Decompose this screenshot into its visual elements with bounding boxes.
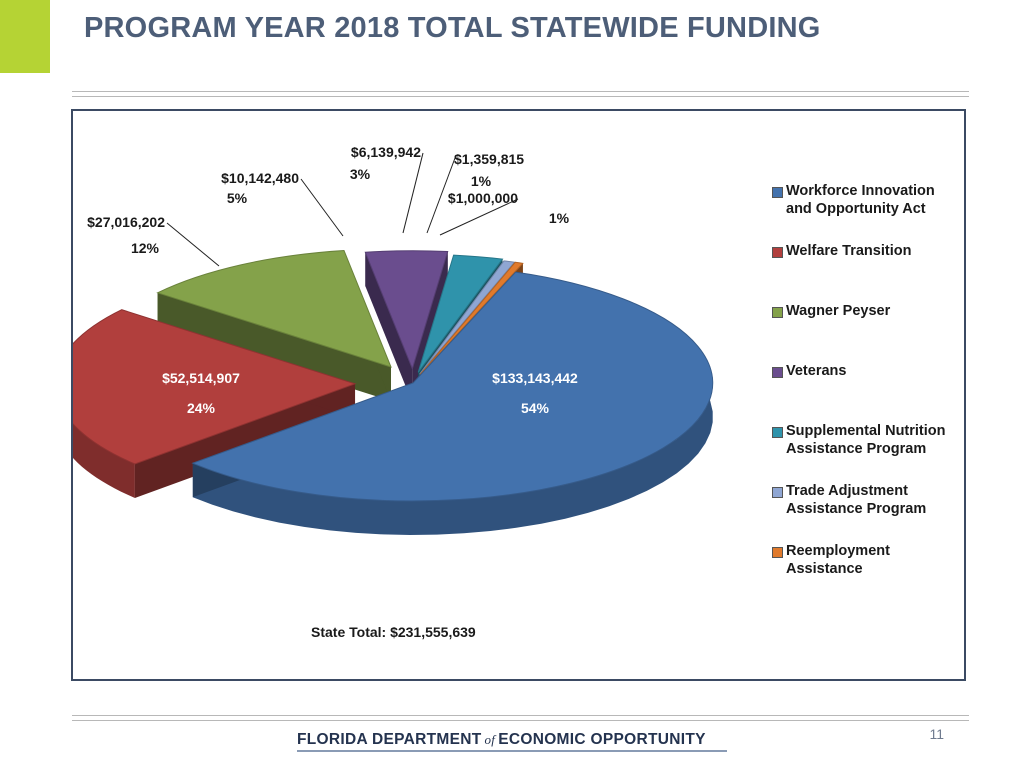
logo-left-text: FLORIDA DEPARTMENT	[297, 731, 482, 748]
slice-percent-label: 1%	[471, 173, 492, 189]
state-total-label: State Total: $231,555,639	[311, 624, 476, 640]
pie-slice-wagner-peyser	[156, 249, 392, 402]
slice-percent-label: 12%	[131, 240, 160, 256]
leader-line	[426, 157, 456, 234]
legend-swatch	[772, 367, 783, 378]
logo-right-text: ECONOMIC OPPORTUNITY	[498, 731, 706, 748]
leader-line	[402, 152, 424, 234]
legend-swatch	[772, 487, 783, 498]
footer-divider	[72, 715, 969, 721]
agency-logo: FLORIDA DEPARTMENT of ECONOMIC OPPORTUNITY	[297, 731, 706, 749]
slice-side	[192, 272, 713, 535]
slice-value-label: $1,359,815	[454, 151, 524, 167]
slice-value-label: $27,016,202	[87, 214, 165, 230]
legend-label: Wagner Peyser	[786, 303, 891, 319]
slice-top	[73, 309, 357, 465]
slice-percent-label: 1%	[549, 210, 570, 226]
slide-title: PROGRAM YEAR 2018 TOTAL STATEWIDE FUNDIN…	[84, 12, 821, 44]
slice-top	[156, 249, 392, 368]
logo-underline	[297, 750, 727, 752]
pie-slice-welfare-transition	[73, 309, 357, 498]
pie-slice-workforce-innovation-and-opportunity-act	[191, 271, 714, 535]
accent-bar	[0, 0, 50, 73]
slice-top	[191, 271, 714, 502]
slice-percent-label: 24%	[187, 400, 216, 416]
legend-label: Welfare Transition	[786, 243, 912, 259]
legend-label: Veterans	[786, 363, 847, 379]
legend-swatch	[772, 427, 783, 438]
slice-wall	[157, 292, 391, 402]
page-number: 11	[929, 726, 944, 742]
slice-percent-label: 3%	[350, 166, 371, 182]
slice-value-label: $1,000,000	[448, 190, 518, 206]
slice-value-label: $52,514,907	[162, 370, 240, 386]
legend-label: Trade Adjustment Assistance Program	[786, 483, 927, 517]
legend-swatch	[772, 547, 783, 558]
chart-frame: $133,143,442 54% $52,514,907 24% $27,016,202…	[71, 109, 966, 681]
logo-of-text: of	[484, 732, 496, 747]
slice-value-label: $6,139,942	[351, 144, 421, 160]
slice-value-label: $133,143,442	[492, 370, 578, 386]
slice-wall	[134, 383, 356, 498]
slice-value-label: $10,142,480	[221, 170, 299, 186]
slice-wall	[365, 252, 413, 403]
slice-percent-label: 5%	[227, 190, 248, 206]
leader-line	[439, 198, 519, 236]
legend-label: Supplemental Nutrition Assistance Progra…	[786, 423, 946, 457]
legend-swatch	[772, 187, 783, 198]
legend-label: Reemployment Assistance	[786, 543, 890, 577]
leader-line	[300, 178, 344, 237]
slice-top	[419, 260, 516, 375]
slice-top	[419, 261, 524, 375]
legend-label: Workforce Innovation and Opportunity Act	[786, 183, 935, 217]
leader-line	[166, 222, 220, 267]
slice-top	[417, 254, 504, 373]
pie-chart: $133,143,442 54% $52,514,907 24% $27,016,202…	[73, 144, 714, 640]
legend-swatch	[772, 307, 783, 318]
slice-percent-label: 54%	[521, 400, 550, 416]
legend-swatch	[772, 247, 783, 258]
title-divider	[72, 91, 969, 97]
slice-top	[364, 250, 449, 371]
